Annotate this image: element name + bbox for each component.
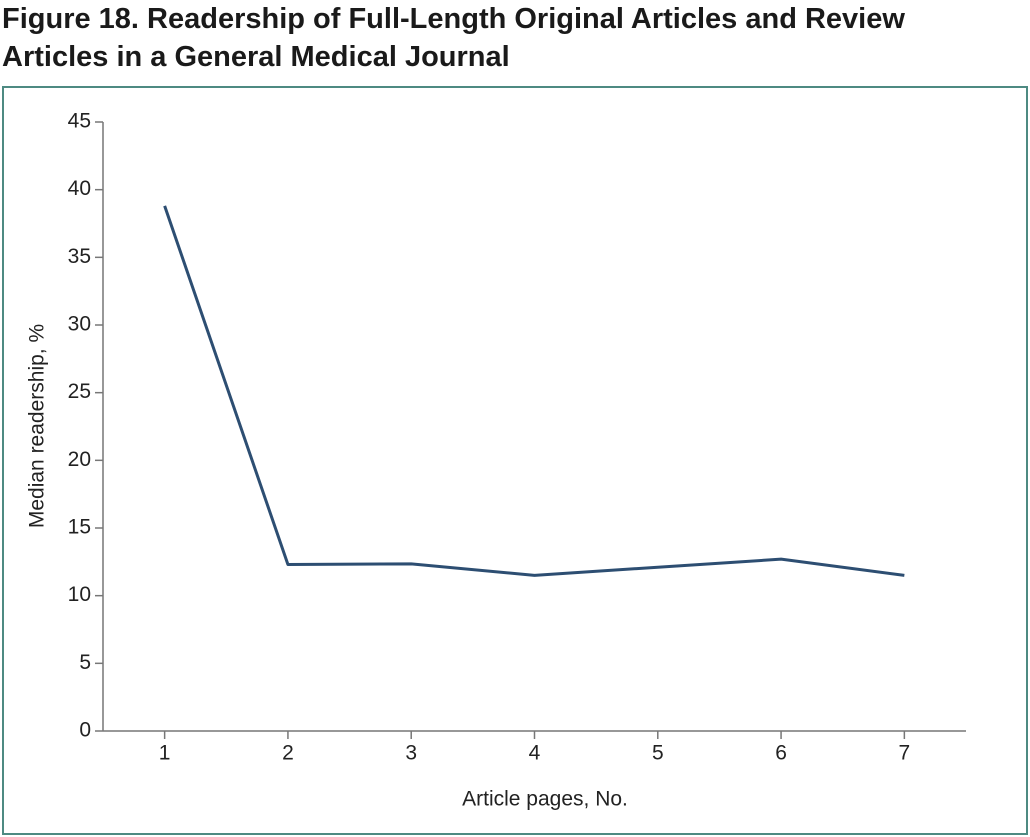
y-tick-label: 10: [68, 583, 91, 606]
x-tick-label: 6: [775, 742, 787, 765]
x-tick-label: 1: [159, 742, 171, 765]
x-tick-label: 7: [899, 742, 911, 765]
x-tick-label: 5: [652, 742, 664, 765]
y-tick-label: 40: [68, 177, 91, 200]
y-tick-label: 5: [79, 651, 91, 674]
chart-title: Figure 18. Readership of Full-Length Ori…: [2, 3, 905, 73]
x-tick-label: 2: [282, 742, 294, 765]
data-line: [163, 205, 905, 577]
x-axis-label: Article pages, No.: [462, 788, 628, 811]
chart-frame: [2, 86, 1028, 835]
y-tick-label: 25: [68, 380, 91, 403]
y-axis-label: Median readership, %: [26, 324, 49, 528]
y-tick-label: 30: [68, 313, 91, 336]
y-tick-label: 15: [68, 516, 91, 539]
x-tick-label: 3: [405, 742, 417, 765]
y-tick-label: 35: [68, 245, 91, 268]
y-tick-label: 20: [68, 448, 91, 471]
y-tick-label: 45: [68, 110, 91, 133]
y-tick-label: 0: [79, 719, 91, 742]
x-tick-label: 4: [529, 742, 541, 765]
